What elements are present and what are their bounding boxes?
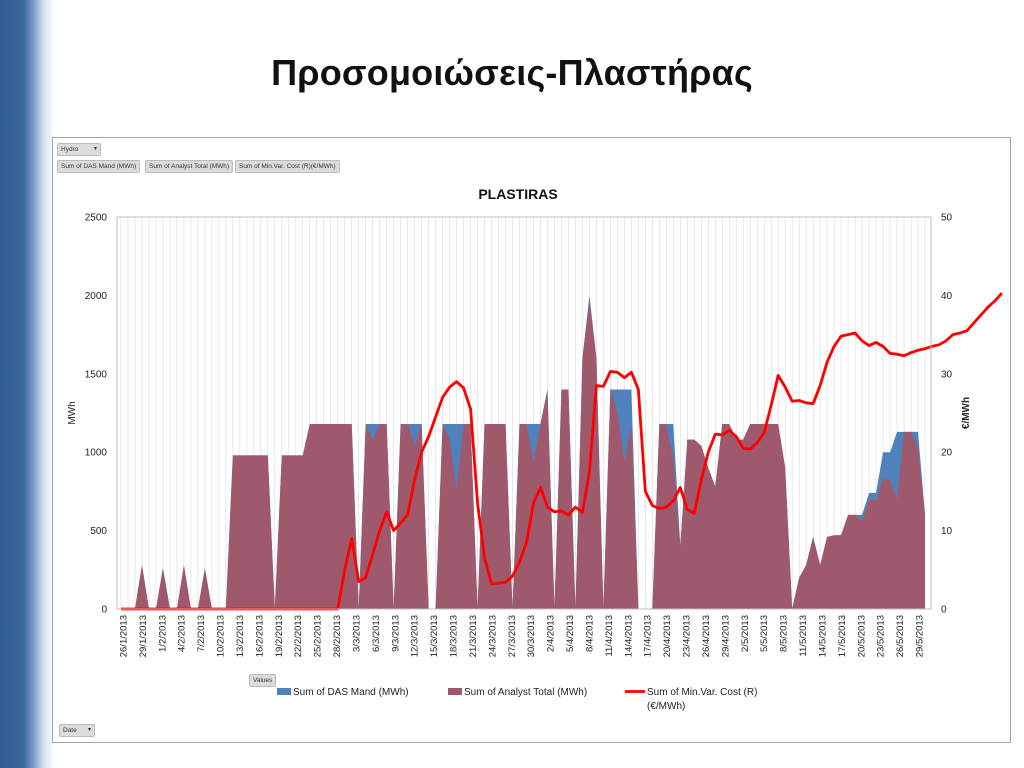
filter-dropdown-icon: ▾: [93, 146, 97, 152]
y-axis-label: MWh: [67, 401, 78, 424]
x-tick-label: 1/2/2013: [157, 615, 168, 652]
x-tick-label: 2/5/2013: [740, 615, 751, 652]
x-tick-label: 27/3/2013: [507, 615, 518, 657]
x-tick-label: 11/5/2013: [798, 615, 809, 657]
x-tick-label: 29/4/2013: [720, 615, 731, 657]
y2-tick-label: 10: [941, 526, 953, 537]
x-tick-label: 18/3/2013: [449, 615, 460, 657]
slide-left-accent-bar: [0, 0, 54, 768]
pivot-filter-label: Hydro: [61, 146, 79, 153]
y2-axis-label: €/MWh: [961, 397, 972, 429]
y-tick-label: 1000: [85, 448, 108, 459]
x-tick-label: 6/3/2013: [371, 615, 382, 652]
y-tick-label: 2500: [85, 213, 108, 224]
x-tick-label: 28/2/2013: [332, 615, 343, 657]
y-tick-label: 0: [101, 605, 107, 616]
dropdown-icon: ▾: [87, 727, 91, 733]
pivot-chart-frame: Hydro ▾ Sum of DAS Mand (MWh) Sum of Ana…: [52, 137, 1011, 743]
x-tick-label: 26/4/2013: [701, 615, 712, 657]
legend-item-analyst-swatch: [448, 688, 462, 695]
analyst-total-area: [121, 301, 925, 609]
x-tick-label: 9/3/2013: [390, 615, 401, 652]
x-tick-label: 13/2/2013: [235, 615, 246, 657]
x-tick-label: 21/3/2013: [468, 615, 479, 657]
chart-canvas: 0 500 1000 1500 2000 2500 0 10 20 30 40 50 26/1/2013…: [67, 186, 1003, 712]
y2-tick-label: 40: [941, 291, 953, 302]
x-tick-label: 24/3/2013: [487, 615, 498, 657]
slide-title: Προσομοιώσεις-Πλαστήρας: [271, 52, 753, 93]
x-tick-label: 12/3/2013: [410, 615, 421, 657]
y2-tick-label: 30: [941, 369, 953, 380]
x-tick-label: 22/2/2013: [293, 615, 304, 657]
x-tick-label: 2/4/2013: [546, 615, 557, 652]
x-tick-label: 20/4/2013: [662, 615, 673, 657]
legend-item-das-label: Sum of DAS Mand (MWh): [293, 687, 409, 698]
x-tick-label: 8/5/2013: [779, 615, 790, 652]
x-tick-label: 14/5/2013: [817, 615, 828, 657]
x-tick-label: 25/2/2013: [313, 615, 324, 657]
x-tick-label: 19/2/2013: [274, 615, 285, 657]
plot-area-border: [116, 216, 932, 610]
y2-tick-label: 50: [941, 213, 953, 224]
x-tick-label: 14/4/2013: [623, 615, 634, 657]
x-tick-label: 20/5/2013: [856, 615, 867, 657]
x-tick-label: 7/2/2013: [196, 615, 207, 652]
x-tick-label: 3/3/2013: [352, 615, 363, 652]
x-tick-label: 5/4/2013: [565, 615, 576, 652]
pivot-value-button-cost[interactable]: Sum of Min.Var. Cost (R)(€/MWh): [235, 160, 340, 173]
x-tick-label: 16/2/2013: [254, 615, 265, 657]
x-tick-label: 29/1/2013: [138, 615, 149, 657]
x-tick-label: 26/1/2013: [119, 615, 130, 657]
x-tick-label: 17/4/2013: [643, 615, 654, 657]
axis-field-label: Date: [63, 727, 77, 734]
x-tick-label: 23/5/2013: [876, 615, 887, 657]
x-tick-label: 26/5/2013: [895, 615, 906, 657]
legend-item-cost-label: Sum of Min.Var. Cost (R): [647, 687, 757, 698]
x-tick-label: 4/2/2013: [177, 615, 188, 652]
y2-tick-label: 20: [941, 448, 953, 459]
x-tick-label: 5/5/2013: [759, 615, 770, 652]
y-tick-label: 1500: [85, 369, 108, 380]
x-tick-label: 11/4/2013: [604, 615, 615, 657]
pivot-values-button[interactable]: Values: [249, 674, 277, 687]
x-tick-label: 15/3/2013: [429, 615, 440, 657]
legend-item-analyst-label: Sum of Analyst Total (MWh): [464, 687, 587, 698]
x-tick-label: 30/3/2013: [526, 615, 537, 657]
x-tick-label: 8/4/2013: [585, 615, 596, 652]
x-tick-label: 29/5/2013: [915, 615, 926, 657]
pivot-axis-field-date[interactable]: Date ▾: [59, 724, 95, 737]
pivot-value-button-das[interactable]: Sum of DAS Mand (MWh): [57, 160, 141, 173]
chart-title: PLASTIRAS: [478, 186, 557, 202]
legend-item-das-swatch: [277, 688, 291, 695]
y-tick-label: 2000: [85, 291, 108, 302]
x-tick-label: 17/5/2013: [837, 615, 848, 657]
x-tick-label: 10/2/2013: [216, 615, 227, 657]
pivot-filter-button-hydro[interactable]: Hydro ▾: [57, 143, 101, 156]
legend-item-cost-label: (€/MWh): [647, 701, 685, 712]
x-tick-label: 23/4/2013: [682, 615, 693, 657]
pivot-value-button-analyst[interactable]: Sum of Analyst Total (MWh): [145, 160, 234, 173]
y2-tick-label: 0: [941, 605, 947, 616]
y-tick-label: 500: [90, 526, 107, 537]
